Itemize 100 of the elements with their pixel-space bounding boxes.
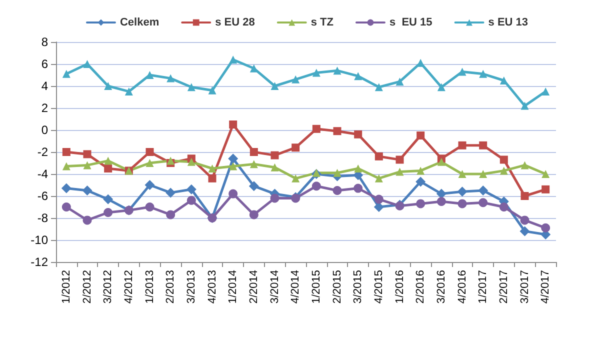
point [374,152,383,160]
x-tick-label: 2/2013 [164,270,177,304]
point [458,141,466,150]
point [500,166,508,175]
x-tick-label: 4/2017 [540,270,552,304]
point [457,186,468,197]
legend-label: s EU 15 [389,16,432,28]
point [479,170,488,178]
point [437,158,446,166]
point [249,210,258,220]
x-tick-label: 1/2012 [60,270,72,304]
point [436,197,446,206]
point [542,170,550,178]
point [478,198,488,208]
point [479,70,488,78]
point [354,72,362,80]
point [104,156,112,165]
point [292,75,300,84]
y-tick-label: 0 [41,123,48,137]
x-tick-label: 2/2017 [498,270,510,304]
x-tick-label: 3/2014 [268,270,281,304]
point [187,83,196,92]
legend-label: s TZ [310,16,334,28]
point [416,166,425,175]
point [479,141,488,150]
x-tick-label: 1/2015 [310,270,322,304]
x-tick-label: 2/2016 [414,270,427,304]
point [186,184,196,194]
point [104,164,112,172]
y-tick-label: 4 [41,79,48,93]
point [166,188,176,198]
point [229,120,238,128]
point [146,71,154,79]
point [520,161,529,170]
point [332,186,342,195]
point [61,183,72,194]
point [354,164,362,172]
point [478,186,488,196]
point [458,68,466,76]
point [104,82,112,90]
point [248,181,259,192]
point [166,74,175,82]
x-tick-label: 1/2017 [477,270,490,304]
point [187,158,196,166]
x-tick-label: 1/2014 [227,270,240,304]
y-tick-label: 6 [41,57,48,71]
x-tick-label: 1/2016 [394,270,406,304]
point [270,163,279,172]
point [103,194,114,204]
point [520,192,529,200]
point [374,202,384,212]
y-tick-label: -2 [37,145,48,159]
point [292,144,300,152]
point [416,176,426,187]
point [186,196,196,205]
legend-label: s EU 28 [215,16,255,28]
point [62,162,70,170]
point [292,174,300,182]
x-tick-label: 3/2016 [435,270,448,304]
x-tick-label: 3/2017 [518,270,531,304]
point [374,174,383,182]
point [499,202,508,212]
point [228,189,238,198]
y-tick-label: -12 [30,255,48,269]
point [396,168,404,176]
point [250,148,258,156]
point [354,184,363,193]
x-tick-label: 3/2012 [102,270,114,304]
point [270,151,279,160]
point [416,132,425,140]
x-tick-label: 2/2012 [81,270,94,304]
point [83,150,92,158]
point [270,194,280,203]
point [312,182,321,191]
point [208,164,216,172]
point [229,162,238,170]
x-tick-label: 4/2013 [206,270,218,304]
point [374,194,384,204]
point [500,156,508,164]
point [270,82,279,90]
point [104,208,113,217]
point [354,130,362,138]
point [458,199,467,208]
point [145,202,154,212]
point [542,88,550,96]
x-tick-label: 4/2016 [456,270,468,304]
point [374,83,383,92]
point [228,154,238,164]
point [333,66,342,75]
y-tick-label: -10 [30,233,48,247]
point [520,226,530,236]
point [124,88,133,96]
x-tick-label: 4/2014 [290,270,302,304]
point [166,156,175,165]
point [436,188,446,199]
y-tick-label: 8 [41,35,48,49]
x-tick-label: 3/2015 [352,270,364,304]
x-tick-label: 4/2012 [122,270,135,304]
point [82,186,92,196]
x-tick-label: 1/2013 [144,270,156,304]
